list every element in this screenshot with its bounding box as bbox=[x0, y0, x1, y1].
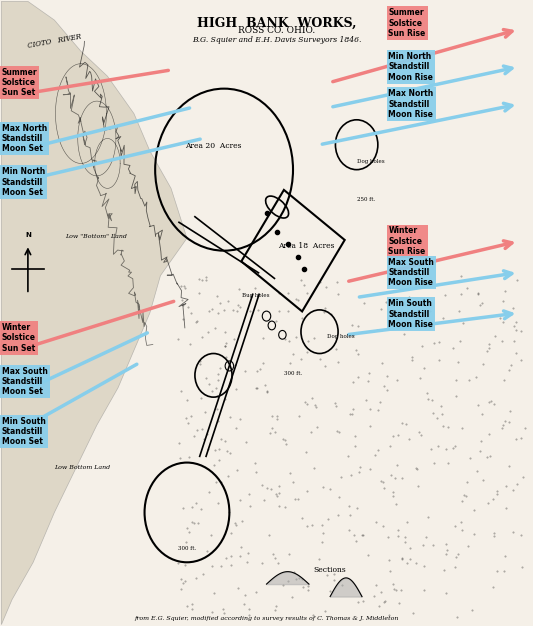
Text: from E.G. Squier, modified according to survey results of C. Thomas & J. Middlet: from E.G. Squier, modified according to … bbox=[134, 617, 399, 622]
Text: 300 ft.: 300 ft. bbox=[284, 371, 302, 376]
Text: 250 ft.: 250 ft. bbox=[357, 197, 375, 202]
Text: 300 ft.: 300 ft. bbox=[178, 546, 196, 551]
Text: Low "Bottom" Land: Low "Bottom" Land bbox=[65, 234, 127, 239]
Text: Winter
Solstice
Sun Rise: Winter Solstice Sun Rise bbox=[389, 227, 426, 256]
Text: Min South
Standstill
Moon Set: Min South Standstill Moon Set bbox=[2, 416, 46, 446]
Text: Summer
Solstice
Sun Rise: Summer Solstice Sun Rise bbox=[389, 8, 426, 38]
Text: Dog holes: Dog holes bbox=[357, 160, 384, 165]
Text: Area 18  Acres: Area 18 Acres bbox=[278, 242, 335, 250]
Text: Min North
Standstill
Moon Set: Min North Standstill Moon Set bbox=[2, 167, 45, 197]
Text: Max North
Standstill
Moon Rise: Max North Standstill Moon Rise bbox=[389, 90, 434, 119]
Text: Max South
Standstill
Moon Rise: Max South Standstill Moon Rise bbox=[389, 257, 434, 287]
Text: CIOTO   RIVER: CIOTO RIVER bbox=[27, 33, 82, 50]
Text: Sections: Sections bbox=[314, 566, 346, 573]
Text: Area 20  Acres: Area 20 Acres bbox=[185, 142, 242, 150]
Text: Dog holes: Dog holes bbox=[327, 334, 354, 339]
Text: Summer
Solstice
Sun Set: Summer Solstice Sun Set bbox=[2, 68, 37, 97]
Text: HIGH  BANK  WORKS,: HIGH BANK WORKS, bbox=[197, 17, 357, 30]
Text: Winter
Solstice
Sun Set: Winter Solstice Sun Set bbox=[2, 323, 36, 353]
Text: Low Bottom Land: Low Bottom Land bbox=[54, 465, 110, 470]
Text: N: N bbox=[25, 232, 31, 239]
Text: Max North
Standstill
Moon Set: Max North Standstill Moon Set bbox=[2, 123, 47, 153]
Text: Min North
Standstill
Moon Rise: Min North Standstill Moon Rise bbox=[389, 52, 433, 82]
Text: ROSS CO. OHIO.: ROSS CO. OHIO. bbox=[238, 26, 316, 35]
Polygon shape bbox=[2, 1, 187, 625]
Text: B.G. Squier and E.H. Davis Surveyors 1846.: B.G. Squier and E.H. Davis Surveyors 184… bbox=[192, 36, 362, 44]
Text: Min South
Standstill
Moon Rise: Min South Standstill Moon Rise bbox=[389, 299, 433, 329]
Text: Bug holes: Bug holes bbox=[242, 294, 270, 299]
Text: Max South
Standstill
Moon Set: Max South Standstill Moon Set bbox=[2, 367, 48, 396]
